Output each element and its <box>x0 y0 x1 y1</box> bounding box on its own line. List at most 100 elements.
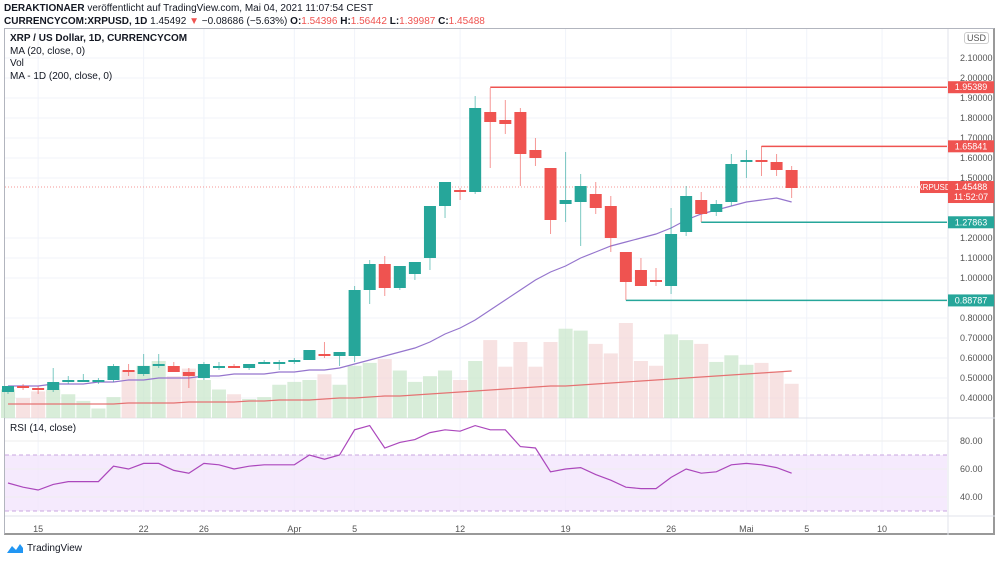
candle-body <box>574 186 587 202</box>
rsi-tick-label: 80.00 <box>960 436 983 446</box>
volume-bar <box>302 380 317 418</box>
price-tick-label: 2.10000 <box>960 53 993 63</box>
volume-bar <box>16 398 31 418</box>
price-tick-label: 1.80000 <box>960 113 993 123</box>
rsi-tick-label: 40.00 <box>960 492 983 502</box>
time-tick-label: 12 <box>455 524 465 534</box>
last-price: 1.45492 <box>150 16 187 27</box>
volume-bar <box>242 399 257 418</box>
candle-body <box>137 366 150 374</box>
candle-body <box>303 350 316 360</box>
volume-bar <box>558 328 573 418</box>
candle-body <box>785 170 798 188</box>
volume-bar <box>362 362 377 418</box>
candle-body <box>212 366 225 368</box>
ma20-line <box>8 197 792 387</box>
open-value: 1.54396 <box>301 16 338 27</box>
chart-legend: XRP / US Dollar, 1D, CURRENCYCOM MA (20,… <box>10 33 187 83</box>
published-text: veröffentlicht auf TradingView.com, Mai … <box>87 3 374 14</box>
candle-body <box>243 364 256 368</box>
time-tick-label: Mai <box>739 524 754 534</box>
countdown-label: 11:52:07 <box>954 192 988 202</box>
candle-body <box>454 190 467 192</box>
price-tick-label: 0.60000 <box>960 353 993 363</box>
legend-vol[interactable]: Vol <box>10 58 24 69</box>
candle-body <box>2 386 14 392</box>
publish-info: DERAKTIONAER veröffentlicht auf TradingV… <box>4 3 373 14</box>
price-tick-label: 1.60000 <box>960 153 993 163</box>
time-tick-label: 5 <box>804 524 809 534</box>
candle-body <box>408 262 421 274</box>
low-label: L: <box>389 16 400 27</box>
candle-body <box>499 120 512 124</box>
level-badge-label: 1.27863 <box>955 217 988 227</box>
price-tick-label: 1.90000 <box>960 93 993 103</box>
candle-body <box>604 206 617 238</box>
volume-bar <box>166 376 181 418</box>
volume-bar <box>347 365 362 418</box>
price-change: −0.08686 (−5.63%) <box>201 16 288 27</box>
chart-frame <box>4 28 995 535</box>
ma200-line <box>8 370 792 405</box>
publisher-name: DERAKTIONAER <box>4 3 85 14</box>
volume-bar <box>272 384 287 418</box>
candle-body <box>514 112 527 154</box>
price-tick-label: 1.10000 <box>960 253 993 263</box>
volume-bar <box>483 340 498 418</box>
candle-body <box>288 360 301 362</box>
legend-title[interactable]: XRP / US Dollar, 1D, CURRENCYCOM <box>10 33 188 44</box>
level-badge <box>948 216 994 229</box>
rsi-line <box>7 424 792 491</box>
open-label: O: <box>290 16 302 27</box>
currency-badge[interactable]: USD <box>964 32 990 44</box>
volume-bar <box>603 353 618 418</box>
rsi-tick-label: 60.00 <box>960 464 983 474</box>
candle-body <box>393 266 406 288</box>
level-badge <box>948 140 994 153</box>
high-label: H: <box>340 16 351 27</box>
volume-bar <box>76 400 91 418</box>
price-tick-label: 0.40000 <box>960 393 993 403</box>
candle-body <box>439 182 452 206</box>
price-tick-label: 1.70000 <box>960 133 993 143</box>
time-tick-label: 10 <box>877 524 887 534</box>
symbol-badge-label: XRPUSD <box>917 183 951 192</box>
candle-body <box>589 194 602 208</box>
symbol-badge <box>920 181 948 194</box>
candle-body <box>665 234 678 286</box>
volume-bar <box>422 376 437 418</box>
volume-bar <box>679 340 694 418</box>
legend-ma200[interactable]: MA - 1D (200, close, 0) <box>10 70 113 82</box>
candle-body <box>378 264 391 288</box>
candle-body <box>469 108 482 192</box>
time-tick-label: 15 <box>33 524 43 534</box>
time-tick-label: 26 <box>666 524 676 534</box>
volume-bar <box>438 370 453 418</box>
volume-bar <box>739 364 754 418</box>
tradingview-branding[interactable]: TradingView <box>6 543 82 554</box>
level-badge <box>948 294 994 307</box>
legend-rsi[interactable]: RSI (14, close) <box>10 423 77 434</box>
price-tick-label: 1.00000 <box>960 273 993 283</box>
candle-body <box>740 160 753 162</box>
candle-body <box>197 364 210 378</box>
volume-bar <box>91 408 106 418</box>
candle-body <box>544 168 557 220</box>
volume-bar <box>257 397 272 418</box>
volume-bar <box>31 391 46 418</box>
candle-body <box>650 280 663 282</box>
candle-body <box>107 366 120 380</box>
volume-bar <box>513 342 528 418</box>
candle-body <box>152 364 165 366</box>
candle-body <box>529 150 542 158</box>
volume-bar <box>694 343 709 418</box>
volume-bar <box>573 330 588 418</box>
candle-body <box>725 164 738 202</box>
volume-bar <box>709 361 724 418</box>
candle-body <box>122 370 135 372</box>
legend-ma20[interactable]: MA (20, close, 0) <box>10 45 86 57</box>
volume-bar <box>664 334 679 418</box>
low-value: 1.39987 <box>399 16 436 27</box>
volume-bar <box>377 359 392 418</box>
